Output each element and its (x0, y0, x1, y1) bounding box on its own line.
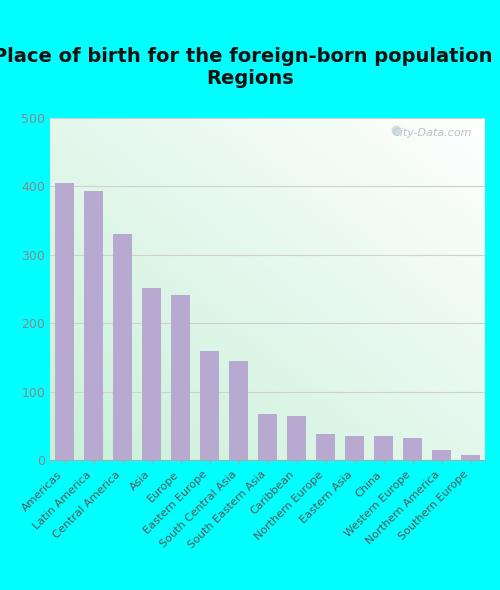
Bar (229, 361, 248, 460)
Bar (171, 294, 190, 460)
Bar (345, 436, 364, 460)
Bar (84, 191, 103, 460)
Bar (374, 436, 393, 460)
Text: Place of birth for the foreign-born population -
Regions: Place of birth for the foreign-born popu… (0, 47, 500, 88)
Bar (432, 450, 451, 460)
Bar (200, 350, 219, 460)
Bar (461, 455, 480, 460)
Bar (316, 434, 335, 460)
Text: City-Data.com: City-Data.com (392, 128, 472, 138)
Bar (55, 183, 74, 460)
Bar (403, 438, 422, 460)
Bar (258, 414, 277, 460)
Bar (142, 288, 161, 460)
Bar (113, 234, 132, 460)
Bar (287, 416, 306, 460)
